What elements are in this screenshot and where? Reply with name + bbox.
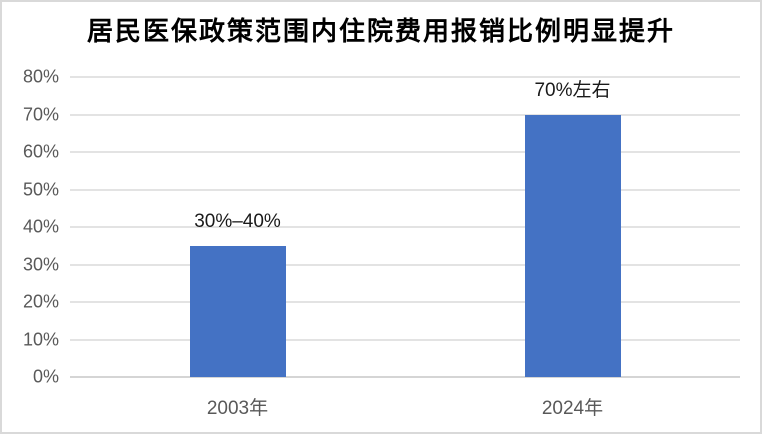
gridline <box>70 188 740 191</box>
gridline <box>70 338 740 341</box>
bar-2003年 <box>189 245 286 377</box>
gridline <box>70 301 740 303</box>
y-tick-label: 40% <box>22 216 59 237</box>
y-tick-label: 30% <box>22 254 59 274</box>
y-tick-label: 20% <box>22 291 59 312</box>
data-label: 30%–40% <box>194 210 281 232</box>
gridline <box>70 376 740 378</box>
y-tick-label: 60% <box>22 141 59 162</box>
gridline <box>70 263 740 266</box>
data-label: 70%左右 <box>534 79 611 101</box>
y-tick-label: 80% <box>22 66 59 87</box>
gridline <box>70 226 740 228</box>
y-tick-label: 0% <box>32 366 59 387</box>
x-tick-label: 2024年 <box>541 398 604 419</box>
gridline <box>70 76 740 78</box>
y-axis: 0% 10% 20% 30% 40% 50% 60% 70% 80% <box>2 2 59 432</box>
y-tick-label: 70% <box>22 104 59 124</box>
y-tick-label: 50% <box>22 179 59 199</box>
x-tick-label: 2003年 <box>206 398 269 419</box>
gridline <box>70 151 740 153</box>
plot-area: 30%–40% 70%左右 <box>70 76 740 378</box>
bar-2024年 <box>524 114 621 377</box>
y-tick-label: 10% <box>22 329 59 349</box>
chart-title: 居民医保政策范围内住院费用报销比例明显提升 <box>86 16 675 46</box>
gridline <box>70 113 740 116</box>
